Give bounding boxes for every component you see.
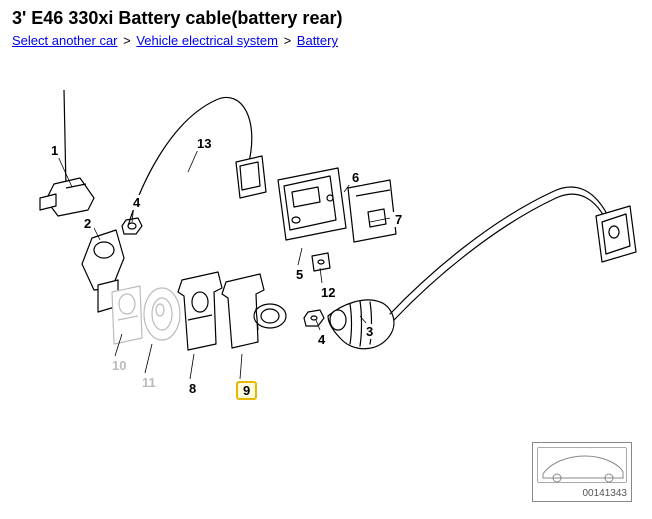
breadcrumb: Select another car > Vehicle electrical … [12, 33, 640, 48]
callout-1[interactable]: 1 [48, 143, 61, 158]
callout-9[interactable]: 9 [236, 381, 257, 400]
callout-4[interactable]: 4 [130, 195, 143, 210]
callout-10[interactable]: 10 [109, 358, 129, 373]
callout-6[interactable]: 6 [349, 170, 362, 185]
breadcrumb-link-battery[interactable]: Battery [297, 33, 338, 48]
breadcrumb-link-select-car[interactable]: Select another car [12, 33, 118, 48]
callout-7[interactable]: 7 [392, 212, 405, 227]
page-root: 3' E46 330xi Battery cable(battery rear)… [0, 0, 652, 519]
parts-diagram: 124136571243101189 00141343 [12, 80, 640, 510]
callout-8[interactable]: 8 [186, 381, 199, 396]
callout-12[interactable]: 12 [318, 285, 338, 300]
callout-5[interactable]: 5 [293, 267, 306, 282]
callout-3[interactable]: 3 [363, 324, 376, 339]
callout-13[interactable]: 13 [194, 136, 214, 151]
breadcrumb-separator: > [120, 33, 135, 48]
callout-2[interactable]: 2 [81, 216, 94, 231]
thumbnail-car-icon [537, 448, 627, 482]
diagram-thumbnail[interactable]: 00141343 [532, 442, 632, 502]
thumbnail-id: 00141343 [583, 488, 628, 499]
breadcrumb-link-electrical[interactable]: Vehicle electrical system [136, 33, 278, 48]
breadcrumb-separator: > [280, 33, 295, 48]
thumbnail-inner [537, 447, 627, 483]
page-title: 3' E46 330xi Battery cable(battery rear) [12, 8, 640, 29]
callout-4[interactable]: 4 [315, 332, 328, 347]
callout-11[interactable]: 11 [139, 375, 159, 390]
